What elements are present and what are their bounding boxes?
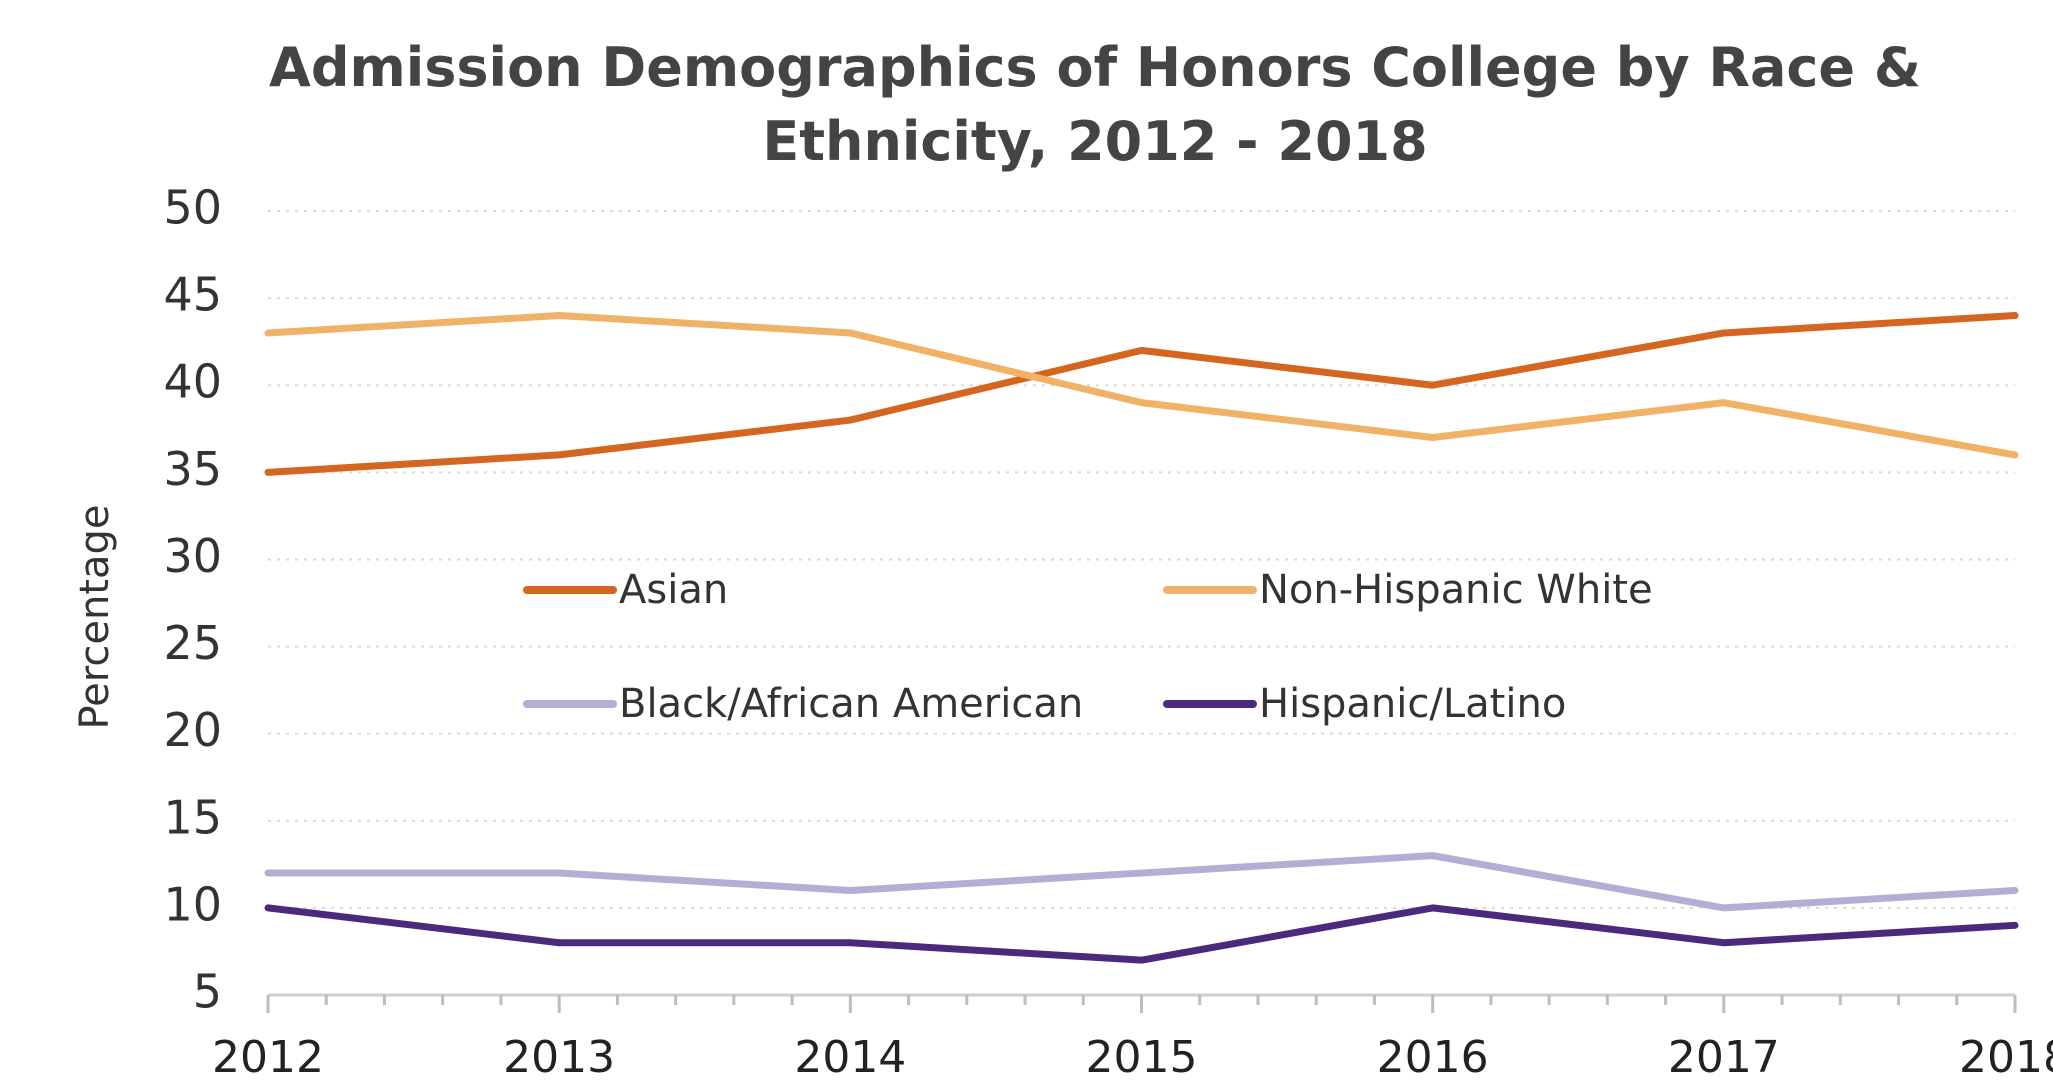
y-axis-ticks: 5 10 15 20 25 30 35 40 45 50 <box>163 181 222 1019</box>
x-tick-label-2015: 2015 <box>1086 1032 1198 1083</box>
x-tick-label-2018: 2018 <box>1959 1032 2053 1083</box>
x-tick-label-2016: 2016 <box>1377 1032 1489 1083</box>
y-tick-label-15: 15 <box>163 790 222 844</box>
chart-title-line-1: Admission Demographics of Honors College… <box>269 36 1921 99</box>
legend: Asian Non-Hispanic White Black/African Ame… <box>523 567 1653 727</box>
legend-label-non-hispanic-white: Non-Hispanic White <box>1259 567 1653 613</box>
y-axis-label: Percentage <box>72 504 118 729</box>
y-tick-label-20: 20 <box>163 703 222 757</box>
series-line-non-hispanic-white <box>264 312 2019 459</box>
x-axis <box>266 993 2017 1013</box>
legend-label-black-african-american: Black/African American <box>619 681 1083 727</box>
y-tick-label-45: 45 <box>163 268 222 322</box>
legend-label-hispanic-latino: Hispanic/Latino <box>1259 681 1566 727</box>
y-tick-label-35: 35 <box>163 442 222 496</box>
series-lines <box>264 312 2019 964</box>
x-tick-label-2013: 2013 <box>503 1032 615 1083</box>
x-tick-label-2012: 2012 <box>212 1032 324 1083</box>
y-tick-label-10: 10 <box>163 877 222 931</box>
x-axis-ticks: 2012 2013 2014 2015 2016 2017 2018 <box>212 1032 2053 1083</box>
y-tick-label-40: 40 <box>163 355 222 409</box>
series-line-hispanic-latino <box>264 904 2019 964</box>
x-tick-label-2014: 2014 <box>794 1032 906 1083</box>
y-tick-label-25: 25 <box>163 616 222 670</box>
series-line-black-african-american <box>264 852 2019 912</box>
y-tick-label-50: 50 <box>163 181 222 235</box>
legend-label-asian: Asian <box>619 567 728 613</box>
y-tick-label-30: 30 <box>163 529 222 583</box>
gridlines <box>268 210 2015 909</box>
x-tick-label-2017: 2017 <box>1668 1032 1780 1083</box>
y-tick-label-5: 5 <box>193 965 222 1019</box>
series-line-asian <box>264 312 2019 476</box>
chart-title: Admission Demographics of Honors College… <box>269 36 1921 173</box>
chart-title-line-2: Ethnicity, 2012 - 2018 <box>762 110 1427 173</box>
